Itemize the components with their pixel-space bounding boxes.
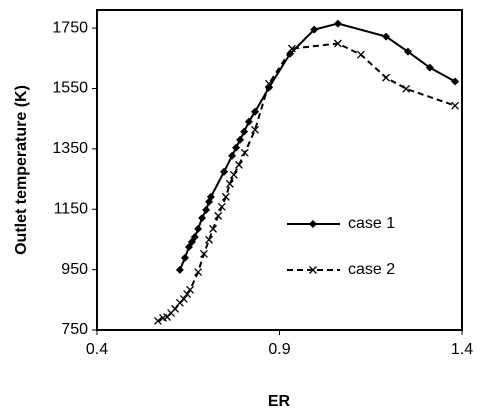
marker	[251, 107, 260, 116]
legend-marker	[309, 220, 317, 228]
x-tick-label: 1.4	[451, 341, 473, 358]
marker	[221, 192, 230, 201]
legend-label: case 1	[348, 215, 395, 232]
marker	[228, 151, 237, 160]
y-tick-label: 1150	[54, 200, 89, 217]
series-line	[178, 22, 456, 271]
marker	[451, 101, 460, 110]
marker	[403, 47, 412, 56]
marker	[199, 249, 208, 258]
marker	[205, 235, 214, 244]
y-tick-label: 1550	[52, 80, 88, 97]
marker	[186, 285, 195, 294]
marker	[333, 39, 342, 48]
marker	[220, 167, 229, 176]
marker	[232, 143, 241, 152]
marker	[171, 304, 180, 313]
marker	[214, 211, 223, 220]
x-axis-label: ER	[268, 393, 291, 410]
marker	[310, 25, 319, 34]
marker	[382, 73, 391, 82]
marker	[183, 290, 192, 299]
marker	[264, 79, 273, 88]
marker	[244, 117, 253, 126]
marker	[153, 316, 162, 325]
marker	[451, 77, 460, 86]
y-tick-label: 750	[61, 321, 88, 338]
marker	[287, 44, 296, 53]
marker	[206, 192, 215, 201]
marker	[194, 224, 203, 233]
marker	[240, 127, 249, 136]
marker	[190, 233, 199, 242]
x-tick-label: 0.9	[268, 341, 290, 358]
marker	[356, 50, 365, 59]
y-tick-label: 950	[61, 261, 88, 278]
legend-marker	[309, 266, 317, 274]
marker	[175, 265, 184, 274]
marker	[382, 32, 391, 41]
marker	[235, 160, 243, 169]
marker	[425, 63, 434, 72]
marker	[217, 202, 226, 211]
marker	[251, 125, 260, 134]
x-tick-label: 0.4	[86, 341, 108, 358]
marker	[402, 84, 411, 93]
marker	[333, 19, 342, 28]
marker	[198, 214, 207, 222]
marker	[180, 253, 189, 262]
y-tick-label: 1350	[52, 140, 88, 157]
marker	[194, 268, 203, 276]
marker	[240, 148, 249, 157]
marker	[225, 179, 234, 188]
legend-label: case 2	[348, 261, 395, 278]
marker	[209, 224, 218, 233]
marker	[179, 294, 188, 303]
marker	[184, 242, 193, 251]
plot-frame	[96, 9, 463, 331]
y-axis-label: Outlet temperature (K)	[13, 85, 30, 255]
series-line	[157, 42, 456, 322]
marker	[229, 170, 238, 179]
y-tick-label: 1750	[52, 19, 88, 36]
marker	[236, 135, 245, 144]
marker	[202, 205, 211, 214]
